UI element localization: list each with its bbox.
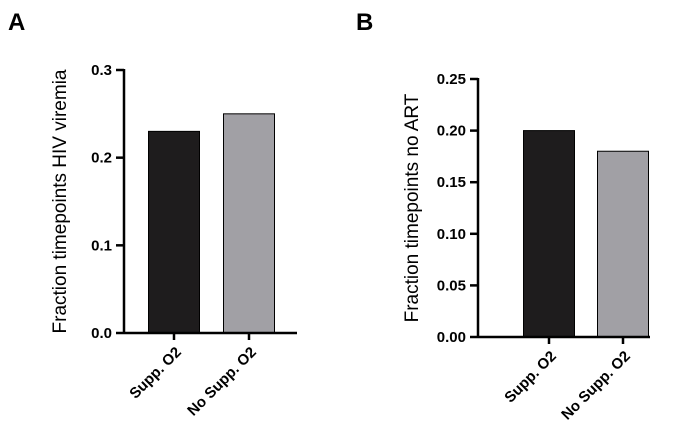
bar-supp-o2	[148, 130, 200, 334]
y-tick-label: 0.15	[437, 174, 466, 191]
y-tick-label: 0.05	[437, 277, 466, 294]
y-tick-label: 0.00	[437, 329, 466, 346]
y-tick-label: 0.10	[437, 226, 466, 243]
panel-letter: A	[8, 9, 25, 36]
y-tick-label: 0.25	[437, 71, 466, 88]
y-tick-label: 0.2	[91, 150, 112, 167]
y-axis-label: Fraction timepoints no ART	[402, 93, 423, 322]
panel-letter: B	[356, 9, 373, 36]
x-tick-label: No Supp. O2	[184, 344, 260, 420]
y-tick-label: 0.20	[437, 123, 466, 140]
panel-a: A Fraction timepoints HIV viremia 0.0 0.1 0.…	[8, 9, 297, 419]
y-tick-label: 0.0	[91, 325, 112, 342]
y-tick-label: 0.1	[91, 237, 112, 254]
x-tick-label: Supp. O2	[126, 344, 185, 403]
y-tick-label: 0.3	[91, 62, 112, 79]
x-tick-label: No Supp. O2	[558, 348, 634, 424]
bar-supp-o2	[523, 130, 575, 338]
panel-b: B Fraction timepoints no ART 0.00 0.05 0.10 0…	[356, 9, 650, 423]
x-tick-label: Supp. O2	[501, 348, 560, 407]
bar-no-supp-o2	[597, 150, 649, 338]
bar-no-supp-o2	[223, 113, 275, 334]
y-axis-label: Fraction timepoints HIV viremia	[50, 69, 71, 333]
